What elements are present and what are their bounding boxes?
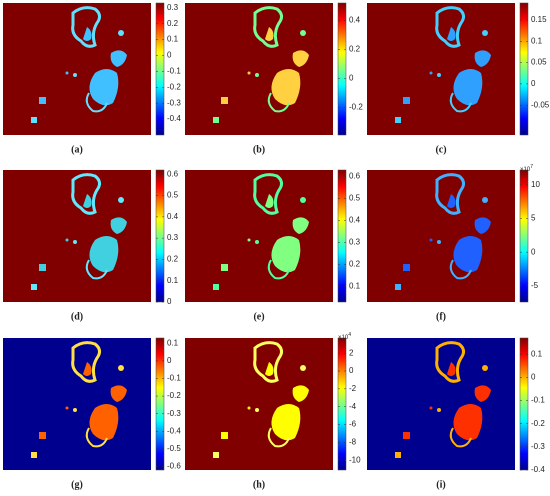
colorbar-tick-label: 0.5 xyxy=(167,191,179,200)
colorbar xyxy=(519,169,529,303)
colorbar xyxy=(155,337,165,471)
colorbar-tick-label: 10 xyxy=(531,180,540,189)
colorbar-tick-label: -0.05 xyxy=(531,100,550,109)
colorbar-tick-label: 2 xyxy=(349,348,354,357)
colorbar-tick-label: -0.2 xyxy=(349,103,363,112)
colorbar-tick-label: 0 xyxy=(167,356,172,365)
panel: 0.1 0 -0.1 -0.2 -0.3 -0.4 (i) xyxy=(367,337,545,490)
colorbar-tick-label: 0.2 xyxy=(167,19,179,28)
panel-label: (h) xyxy=(253,479,265,490)
exponent-power: 4 xyxy=(348,332,351,338)
colorbar-tick-label: -0.3 xyxy=(167,98,181,107)
heatmap xyxy=(185,170,333,302)
colorbar-tick-label: 0 xyxy=(167,51,172,60)
colorbar-tick-label: -6 xyxy=(349,420,357,429)
colorbar-tick-label: -0.2 xyxy=(167,82,181,91)
colorbar xyxy=(155,2,165,136)
colorbar xyxy=(519,2,529,136)
colorbar-tick-label: 0.05 xyxy=(531,58,547,67)
colorbar-tick-label: 0 xyxy=(531,247,536,256)
colorbar-tick-label: -0.1 xyxy=(167,66,181,75)
heatmap xyxy=(367,170,515,302)
colorbar-tick-label: 0.3 xyxy=(167,233,179,242)
heatmap xyxy=(367,338,515,470)
colorbar-tick-label: 0.1 xyxy=(167,338,179,347)
colorbar-tick-label: 0 xyxy=(349,74,354,83)
colorbar-tick-label: -0.6 xyxy=(167,462,181,471)
exponent-base: ×10 xyxy=(338,335,349,341)
colorbar-exponent: ×107 xyxy=(520,164,533,172)
panel-label: (d) xyxy=(71,311,83,322)
colorbar-tick-label: 0 xyxy=(531,372,536,381)
panel-label: (f) xyxy=(436,311,446,322)
panel: 0.4 0.2 0 -0.2 (b) xyxy=(185,2,363,155)
colorbar-tick-label: 0.1 xyxy=(349,282,361,291)
colorbar-tick-label: 0.1 xyxy=(531,36,543,45)
colorbar-tick-label: -0.4 xyxy=(167,426,181,435)
colorbar-tick-label: 0.1 xyxy=(531,349,543,358)
exponent-base: ×10 xyxy=(520,167,531,173)
colorbar-tick-label: -0.4 xyxy=(531,465,545,474)
colorbar-tick-label: 0.3 xyxy=(167,3,179,12)
panel: 0.6 0.5 0.4 0.3 0.2 0.1 (e) xyxy=(185,169,361,322)
colorbar-tick-label: -0.1 xyxy=(167,374,181,383)
colorbar-tick-label: 0.2 xyxy=(349,260,361,269)
colorbar-tick-label: -0.3 xyxy=(167,409,181,418)
panel: 0.1 0 -0.1 -0.2 -0.3 -0.4 -0.5 -0.6 (g) xyxy=(3,337,181,490)
heatmap xyxy=(3,3,151,135)
heatmap xyxy=(3,170,151,302)
colorbar-tick-label: -0.5 xyxy=(167,444,181,453)
colorbar xyxy=(519,337,529,471)
colorbar xyxy=(155,169,165,303)
heatmap xyxy=(185,3,333,135)
colorbar xyxy=(337,169,347,303)
colorbar-tick-label: 0 xyxy=(349,366,354,375)
panel: 0.15 0.1 0.05 0 -0.05 (c) xyxy=(367,2,550,155)
colorbar-tick-label: 0.4 xyxy=(167,212,179,221)
colorbar-tick-label: 0.5 xyxy=(349,194,361,203)
colorbar-tick-label: 5 xyxy=(531,214,536,223)
colorbar-tick-label: -0.1 xyxy=(531,396,545,405)
colorbar-tick-label: -8 xyxy=(349,437,357,446)
colorbar-tick-label: 0.4 xyxy=(349,216,361,225)
colorbar-tick-label: -0.2 xyxy=(167,391,181,400)
panel: 2 0 -2 -4 -6 -8 -10 ×104 (h) xyxy=(185,332,361,490)
panel-label: (a) xyxy=(71,144,83,155)
colorbar-tick-label: 0.3 xyxy=(349,238,361,247)
panel-label: (c) xyxy=(435,144,446,155)
colorbar-tick-label: 0.2 xyxy=(167,255,179,264)
colorbar-tick-label: -10 xyxy=(349,455,361,464)
panels: 0.3 0.2 0.1 0 -0.1 -0.2 -0.3 -0.4 (a) 0.4 0.2 0 -0.2… xyxy=(3,2,550,490)
heatmap xyxy=(3,338,151,470)
colorbar-tick-label: -4 xyxy=(349,402,357,411)
colorbar-tick-label: 0.6 xyxy=(349,172,361,181)
panel-label: (e) xyxy=(253,311,264,322)
colorbar-tick-label: -0.2 xyxy=(531,419,545,428)
colorbar-tick-label: 0.6 xyxy=(167,169,179,178)
panel-label: (g) xyxy=(71,479,83,490)
colorbar-tick-label: 0.4 xyxy=(349,16,361,25)
colorbar-tick-label: 0 xyxy=(167,297,172,306)
colorbar-tick-label: -2 xyxy=(349,384,357,393)
colorbar-tick-label: -5 xyxy=(531,281,539,290)
colorbar-tick-label: -0.4 xyxy=(167,114,181,123)
colorbar-tick-label: 0 xyxy=(531,79,536,88)
heatmap xyxy=(367,3,515,135)
colorbar xyxy=(337,2,347,136)
colorbar-tick-label: 0.2 xyxy=(349,45,361,54)
colorbar-tick-label: 0.1 xyxy=(167,35,179,44)
exponent-power: 7 xyxy=(530,164,533,170)
panel-label: (i) xyxy=(436,479,445,490)
panel: 10 5 0 -5 ×107 (f) xyxy=(367,164,540,322)
panel: 0.6 0.5 0.4 0.3 0.2 0.1 0 (d) xyxy=(3,169,179,322)
colorbar-tick-label: 0.15 xyxy=(531,15,547,24)
panel: 0.3 0.2 0.1 0 -0.1 -0.2 -0.3 -0.4 (a) xyxy=(3,2,181,155)
panel-label: (b) xyxy=(253,144,265,155)
colorbar-tick-label: -0.3 xyxy=(531,442,545,451)
colorbar-exponent: ×104 xyxy=(338,332,351,340)
heatmap xyxy=(185,338,333,470)
colorbar-tick-label: 0.1 xyxy=(167,276,179,285)
colorbar xyxy=(337,337,347,471)
